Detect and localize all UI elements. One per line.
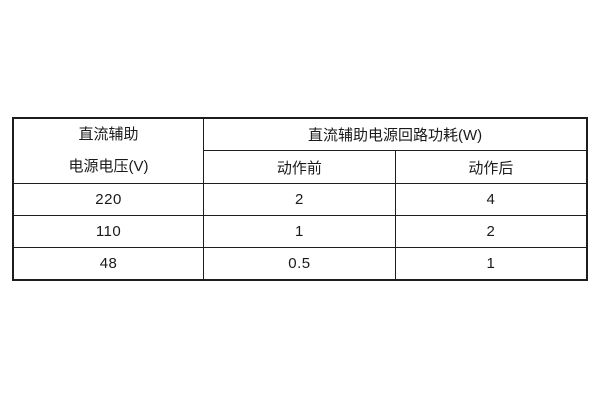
voltage-cell: 48 — [12, 247, 205, 281]
voltage-header-cell: 直流辅助 电源电压(V) — [12, 117, 205, 184]
power-after-cell: 1 — [394, 247, 588, 281]
table-header-row-2: 动作前 动作后 — [13, 150, 588, 184]
power-after-cell: 4 — [394, 183, 588, 216]
table-header-row-1: 直流辅助 电源电压(V) 直流辅助电源回路功耗(W) — [12, 117, 588, 184]
power-after-cell: 2 — [394, 215, 588, 248]
power-group-header-cell: 直流辅助电源回路功耗(W) — [203, 117, 588, 151]
subheader-after-cell: 动作后 — [394, 150, 588, 184]
table-row: 48 0.5 1 — [12, 247, 588, 281]
power-before-cell: 0.5 — [203, 247, 396, 281]
voltage-header-line2: 电源电压(V) — [68, 158, 149, 175]
subheader-before-cell: 动作前 — [203, 150, 396, 184]
table-row: 110 1 2 — [12, 215, 588, 248]
power-before-cell: 2 — [203, 183, 396, 216]
power-consumption-table: 直流辅助 电源电压(V) 直流辅助电源回路功耗(W) 动作前 动作后 220 2… — [12, 117, 588, 281]
voltage-header-line1: 直流辅助 — [78, 126, 139, 143]
voltage-cell: 110 — [12, 215, 205, 248]
table-row: 220 2 4 — [12, 183, 588, 216]
power-before-cell: 1 — [203, 215, 396, 248]
voltage-cell: 220 — [12, 183, 205, 216]
